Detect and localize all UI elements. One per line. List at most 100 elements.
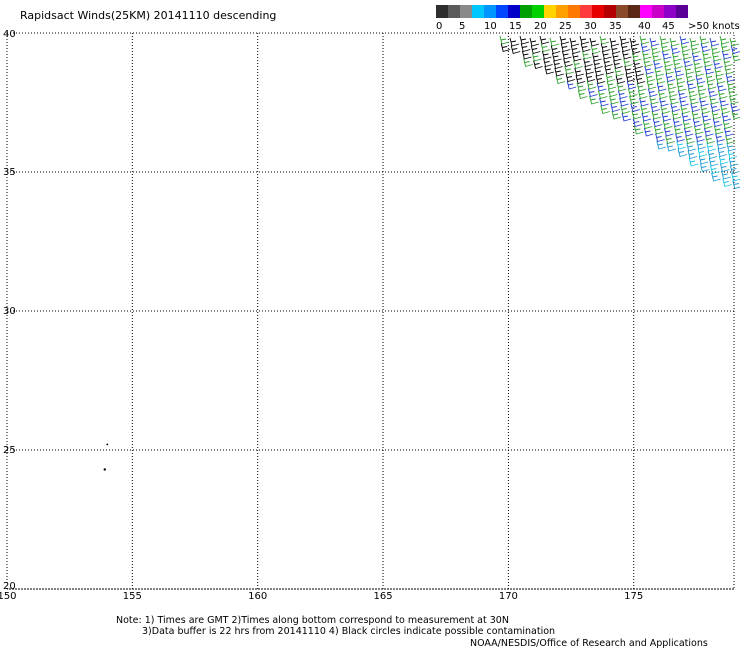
wind-barb xyxy=(704,65,714,75)
lat-tick-label: 35 xyxy=(3,167,16,178)
wind-barb xyxy=(709,37,720,47)
wind-barb xyxy=(715,133,725,143)
wind-barb xyxy=(723,58,733,68)
wind-barb xyxy=(706,142,716,152)
wind-barb xyxy=(574,67,584,77)
wind-barb xyxy=(702,120,713,130)
wind-barb xyxy=(587,88,598,98)
wind-barb xyxy=(617,90,628,100)
lat-tick-label: 40 xyxy=(3,29,16,40)
wind-barb xyxy=(701,50,712,60)
wind-barb xyxy=(722,178,732,188)
wind-barb xyxy=(611,52,622,62)
credit-line: NOAA/NESDIS/Office of Research and Appli… xyxy=(470,638,708,649)
legend-swatch xyxy=(544,5,556,18)
wind-barb xyxy=(680,43,691,53)
observation-dot xyxy=(103,468,106,471)
wind-barb xyxy=(554,67,564,77)
wind-barb xyxy=(698,155,709,165)
wind-barb xyxy=(681,112,692,122)
wind-barb xyxy=(684,65,694,75)
wind-barb xyxy=(637,90,648,100)
legend-swatch xyxy=(472,5,484,18)
wind-barb xyxy=(725,73,736,83)
legend-swatch xyxy=(616,5,628,18)
legend-label: 45 xyxy=(662,21,675,32)
wind-barb xyxy=(729,37,740,47)
wind-barb xyxy=(709,95,719,105)
wind-barb xyxy=(657,90,668,100)
wind-barb xyxy=(664,65,674,75)
wind-barb xyxy=(731,110,740,120)
notes-line-2: 3)Data buffer is 22 hrs from 20141110 4)… xyxy=(142,626,556,637)
wind-barb xyxy=(713,60,723,70)
wind-barb xyxy=(663,58,673,68)
wind-barb xyxy=(640,105,650,115)
wind-barb xyxy=(703,58,713,68)
wind-barb xyxy=(560,43,571,53)
wind-barb xyxy=(596,82,607,92)
wind-barb xyxy=(652,118,663,128)
wind-barb xyxy=(575,75,586,85)
wind-barb xyxy=(559,35,570,45)
wind-barb xyxy=(550,45,561,55)
wind-barb xyxy=(666,142,676,152)
wind-barb xyxy=(713,125,724,135)
wind-barb xyxy=(595,75,606,85)
wind-barb xyxy=(655,133,665,143)
wind-barb xyxy=(589,37,600,47)
wind-barb xyxy=(696,82,707,92)
wind-barb xyxy=(708,157,719,167)
legend-swatch xyxy=(448,5,460,18)
wind-barb xyxy=(563,58,573,68)
wind-barb xyxy=(656,140,666,150)
wind-barb xyxy=(661,112,672,122)
wind-barb xyxy=(720,43,731,53)
wind-barb xyxy=(721,170,731,180)
legend-label: 15 xyxy=(509,21,522,32)
wind-barb xyxy=(645,73,656,83)
wind-barb xyxy=(732,180,740,190)
legend-label: >50 knots xyxy=(688,21,740,32)
wind-barb xyxy=(600,43,611,53)
lon-tick-label: 160 xyxy=(248,591,267,602)
wind-barb xyxy=(499,35,510,45)
wind-barb xyxy=(651,52,662,62)
wind-barb xyxy=(649,95,659,105)
wind-barb xyxy=(573,60,583,70)
wind-barb xyxy=(669,95,679,105)
legend-label: 25 xyxy=(559,21,572,32)
wind-barb xyxy=(605,73,616,83)
wind-barb xyxy=(724,65,734,75)
wind-barb xyxy=(576,82,587,92)
wind-barb xyxy=(591,52,602,62)
wind-barb xyxy=(521,50,532,60)
wind-barb xyxy=(681,50,692,60)
wind-barb xyxy=(606,80,617,90)
wind-barb xyxy=(597,90,608,100)
notes: Note: 1) Times are GMT 2)Times along bot… xyxy=(116,615,555,637)
wind-barb xyxy=(715,75,726,85)
wind-barb xyxy=(722,120,733,130)
wind-barb xyxy=(670,45,681,55)
wind-barb xyxy=(685,135,695,145)
wind-barb xyxy=(707,88,718,98)
wind-barb xyxy=(659,97,669,107)
lon-tick-label: 165 xyxy=(373,591,392,602)
lon-tick-label: 150 xyxy=(0,591,17,602)
lat-tick-label: 20 xyxy=(3,581,16,592)
legend-swatch xyxy=(460,5,472,18)
legend-swatch xyxy=(604,5,616,18)
wind-barb xyxy=(726,142,736,152)
lat-tick-label: 30 xyxy=(3,306,16,317)
wind-barb xyxy=(656,82,667,92)
wind-barb xyxy=(682,120,693,130)
wind-barb xyxy=(583,58,593,68)
wind-barb xyxy=(721,50,732,60)
wind-barb xyxy=(711,172,721,182)
wind-barb xyxy=(609,95,619,105)
wind-barb xyxy=(700,105,710,115)
wind-barb xyxy=(639,97,649,107)
wind-barb xyxy=(660,105,670,115)
wind-barb xyxy=(615,75,626,85)
